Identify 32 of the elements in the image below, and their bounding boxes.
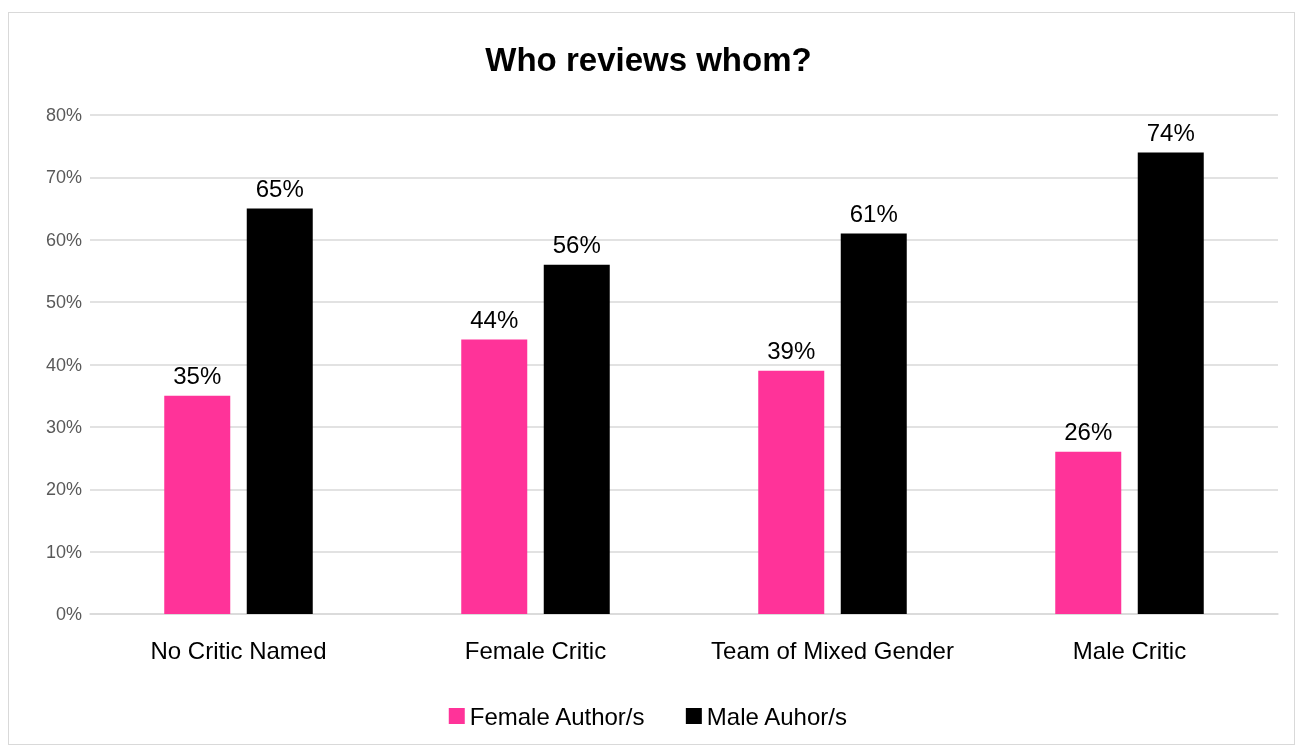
data-label: 74% (1146, 118, 1195, 146)
bar (758, 370, 825, 614)
data-label: 56% (552, 231, 601, 259)
y-tick-label: 20% (45, 479, 82, 500)
data-label: 26% (1064, 418, 1113, 446)
y-tick-label: 0% (55, 604, 82, 624)
y-tick-label: 10% (45, 541, 82, 562)
data-label: 35% (173, 362, 222, 390)
y-tick-label: 50% (45, 292, 82, 313)
bar (840, 233, 907, 614)
y-tick-label: 70% (45, 167, 82, 188)
bar (1055, 451, 1122, 614)
x-tick-label: No Critic Named (150, 636, 327, 664)
bar (1137, 152, 1204, 614)
chart-title: Who reviews whom? (485, 41, 812, 78)
x-tick-label: Team of Mixed Gender (711, 636, 954, 664)
bar (543, 264, 610, 614)
data-label: 44% (470, 306, 519, 334)
x-tick-label: Male Critic (1072, 636, 1187, 664)
data-label: 61% (849, 200, 898, 228)
y-tick-label: 60% (45, 229, 82, 250)
y-tick-label: 40% (45, 354, 82, 375)
bar (164, 395, 231, 614)
x-tick-label: Female Critic (464, 636, 607, 664)
bar (461, 339, 528, 614)
legend-label: Male Auhor/s (706, 702, 847, 730)
y-tick-label: 80% (45, 105, 82, 125)
data-label: 65% (255, 175, 304, 203)
y-tick-label: 30% (45, 416, 82, 437)
data-label: 39% (767, 337, 816, 365)
bar (246, 208, 313, 614)
legend-label: Female Author/s (469, 702, 645, 730)
